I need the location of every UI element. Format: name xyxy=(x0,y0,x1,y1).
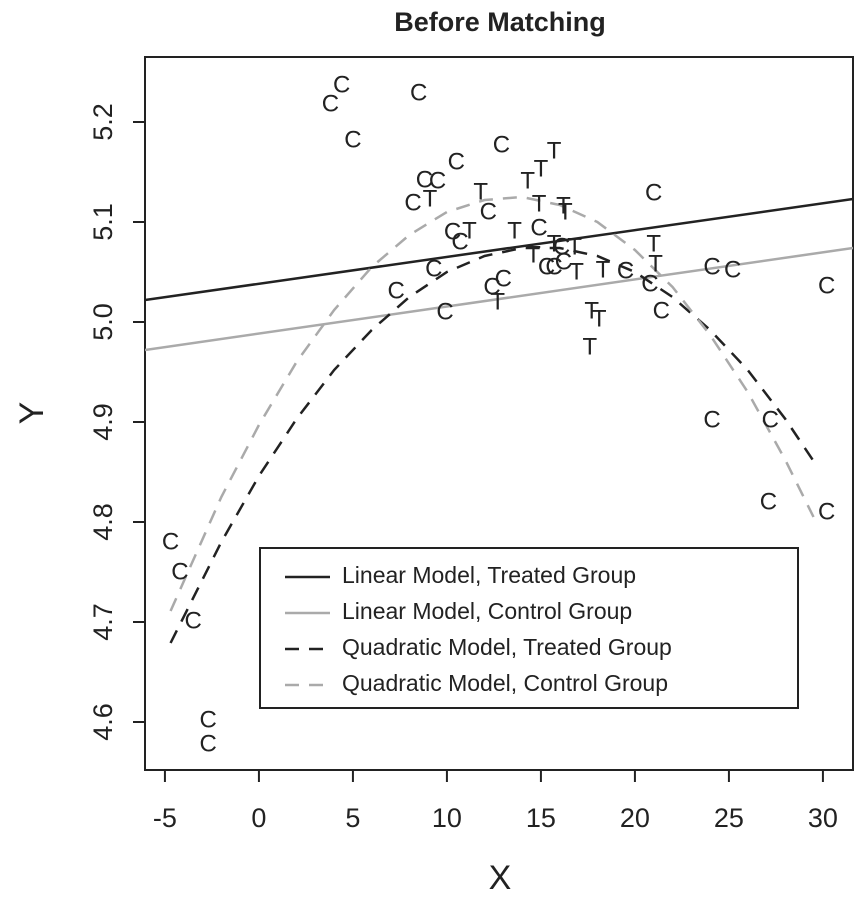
point-marker: C xyxy=(199,706,216,733)
y-tick-label: 5.0 xyxy=(88,303,118,341)
point-marker: C xyxy=(199,730,216,757)
point-marker: T xyxy=(547,230,562,257)
point-marker: C xyxy=(344,126,361,153)
point-marker: T xyxy=(520,167,535,194)
point-marker: C xyxy=(416,166,433,193)
point-marker: C xyxy=(444,218,461,245)
x-tick-label: 20 xyxy=(620,803,650,833)
legend-label: Linear Model, Control Group xyxy=(342,598,632,624)
x-tick-label: 10 xyxy=(432,803,462,833)
point-marker: T xyxy=(547,137,562,164)
point-marker: C xyxy=(171,558,188,585)
x-tick-label: 15 xyxy=(526,803,556,833)
point-marker: C xyxy=(617,257,634,284)
point-marker: C xyxy=(645,179,662,206)
point-marker: C xyxy=(538,253,555,280)
point-marker: C xyxy=(387,277,404,304)
x-axis-label: X xyxy=(489,859,512,897)
point-marker: T xyxy=(462,217,477,244)
point-marker: C xyxy=(322,90,339,117)
point-marker: C xyxy=(162,528,179,555)
point-marker: C xyxy=(184,607,201,634)
point-marker: T xyxy=(556,192,571,219)
point-marker: T xyxy=(558,198,573,225)
point-marker: C xyxy=(483,273,500,300)
point-marker: C xyxy=(480,198,497,225)
point-marker: C xyxy=(451,228,468,255)
x-tick-label: 5 xyxy=(345,803,360,833)
point-marker: C xyxy=(425,255,442,282)
point-marker: C xyxy=(703,406,720,433)
point-marker: T xyxy=(584,297,599,324)
point-marker: C xyxy=(724,256,741,283)
y-axis-label: Y xyxy=(13,402,51,425)
point-marker: C xyxy=(436,298,453,325)
point-marker: T xyxy=(646,230,661,257)
point-marker: C xyxy=(448,148,465,175)
chart-title: Before Matching xyxy=(394,7,606,37)
point-marker: T xyxy=(526,241,541,268)
point-marker: T xyxy=(473,178,488,205)
legend-label: Linear Model, Treated Group xyxy=(342,562,636,588)
x-tick-label: 0 xyxy=(251,803,266,833)
y-tick-label: 4.9 xyxy=(88,403,118,441)
point-marker: T xyxy=(567,233,582,260)
point-marker: C xyxy=(760,488,777,515)
y-tick-label: 4.7 xyxy=(88,603,118,641)
point-marker: C xyxy=(818,272,835,299)
point-marker: C xyxy=(493,131,510,158)
point-marker: C xyxy=(333,71,350,98)
legend-label: Quadratic Model, Control Group xyxy=(342,670,668,696)
point-marker: C xyxy=(410,79,427,106)
point-marker: C xyxy=(641,270,658,297)
x-tick-label: 25 xyxy=(714,803,744,833)
legend-box xyxy=(259,547,799,709)
y-tick-label: 4.8 xyxy=(88,503,118,541)
legend: Linear Model, Treated Group Linear Model,… xyxy=(259,547,799,709)
point-marker: T xyxy=(592,305,607,332)
point-marker: C xyxy=(553,233,570,260)
point-marker: C xyxy=(818,498,835,525)
point-marker: C xyxy=(429,167,446,194)
x-tick-label: 30 xyxy=(808,803,838,833)
model-line xyxy=(145,197,853,302)
point-marker: T xyxy=(423,185,438,212)
point-marker: C xyxy=(404,189,421,216)
point-marker: C xyxy=(703,253,720,280)
point-marker: T xyxy=(534,155,549,182)
model-line xyxy=(145,246,853,352)
point-marker: T xyxy=(490,288,505,315)
point-marker: C xyxy=(530,214,547,241)
point-marker: C xyxy=(495,265,512,292)
point-marker: C xyxy=(555,248,572,275)
x-tick-label: -5 xyxy=(153,803,177,833)
y-tick-label: 5.1 xyxy=(88,203,118,241)
point-marker: T xyxy=(507,217,522,244)
point-marker: C xyxy=(762,406,779,433)
point-marker: T xyxy=(582,333,597,360)
legend-label: Quadratic Model, Treated Group xyxy=(342,634,672,660)
point-marker: T xyxy=(569,258,584,285)
point-marker: T xyxy=(648,250,663,277)
point-marker: T xyxy=(596,256,611,283)
point-marker: C xyxy=(653,297,670,324)
model-line xyxy=(169,195,815,612)
point-marker: C xyxy=(545,253,562,280)
y-tick-label: 5.2 xyxy=(88,103,118,141)
model-line xyxy=(169,246,815,644)
point-marker: T xyxy=(532,190,547,217)
plot-frame xyxy=(144,56,854,771)
y-tick-label: 4.6 xyxy=(88,703,118,741)
